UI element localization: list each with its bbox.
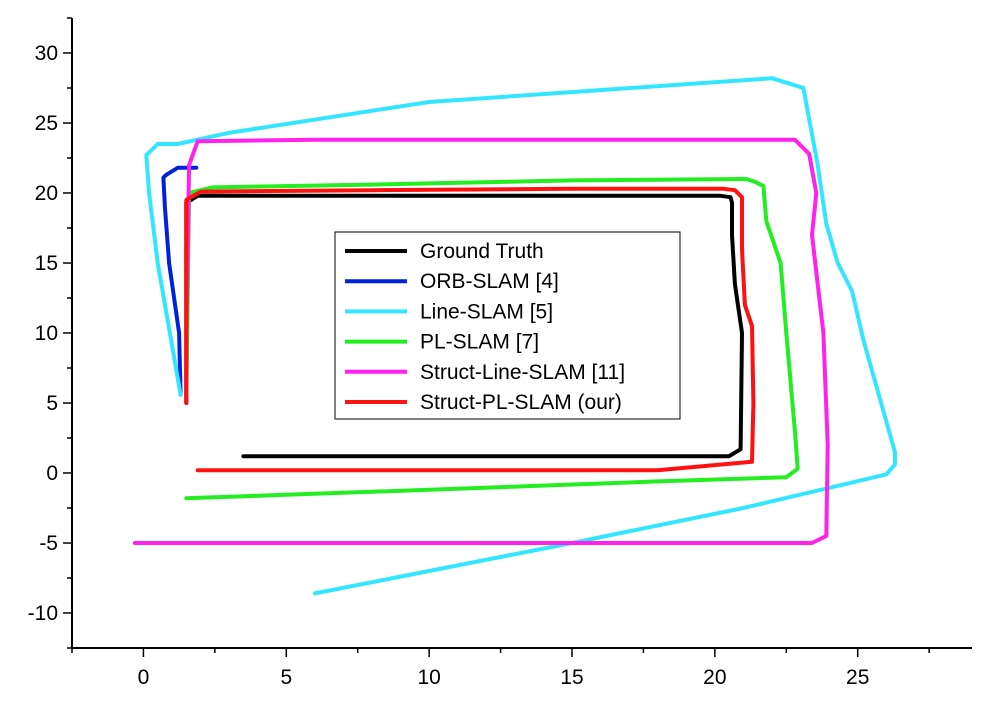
y-tick-label: 15 [35, 252, 58, 275]
axes: -10 -5 0 5 10 15 20 25 30 0 5 10 15 20 25 [28, 17, 972, 689]
legend: Ground Truth ORB-SLAM [4] Line-SLAM [5] PL-… [334, 231, 681, 420]
series-line-1 [184, 193, 744, 459]
x-tick-label: 20 [703, 666, 726, 689]
y-tick-label: 25 [35, 112, 58, 135]
legend-label: ORB-SLAM [4] [420, 270, 559, 293]
legend-label: Struct-PL-SLAM (our) [420, 391, 622, 414]
series-line-3 [144, 76, 897, 596]
series-line-5 [132, 137, 830, 545]
x-tick-label: 0 [138, 666, 150, 689]
legend-box [334, 231, 681, 420]
y-tick-label: 0 [46, 462, 58, 485]
ticks [63, 17, 930, 657]
y-tick-label: -10 [28, 602, 58, 625]
legend-items: Ground Truth ORB-SLAM [4] Line-SLAM [5] PL-… [345, 240, 625, 414]
legend-label: PL-SLAM [7] [420, 331, 539, 354]
series-line-6 [184, 186, 756, 473]
series-line-2 [161, 165, 199, 397]
series-group [132, 76, 897, 596]
x-tick-label: 15 [560, 666, 583, 689]
y-tick-label: 5 [46, 392, 58, 415]
legend-label: Struct-Line-SLAM [11] [420, 361, 625, 384]
series-line-4 [184, 177, 800, 501]
legend-label: Ground Truth [420, 240, 544, 263]
y-tick-label: -5 [39, 532, 58, 555]
x-tick-label: 10 [417, 666, 440, 689]
y-tick-label: 10 [35, 322, 58, 345]
legend-label: Line-SLAM [5] [420, 300, 553, 323]
x-tick-label: 5 [280, 666, 292, 689]
x-tick-label: 25 [846, 666, 869, 689]
y-tick-label: 20 [35, 182, 58, 205]
y-tick-label: 30 [35, 42, 58, 65]
tick-labels: -10 -5 0 5 10 15 20 25 30 0 5 10 15 20 25 [28, 42, 870, 689]
